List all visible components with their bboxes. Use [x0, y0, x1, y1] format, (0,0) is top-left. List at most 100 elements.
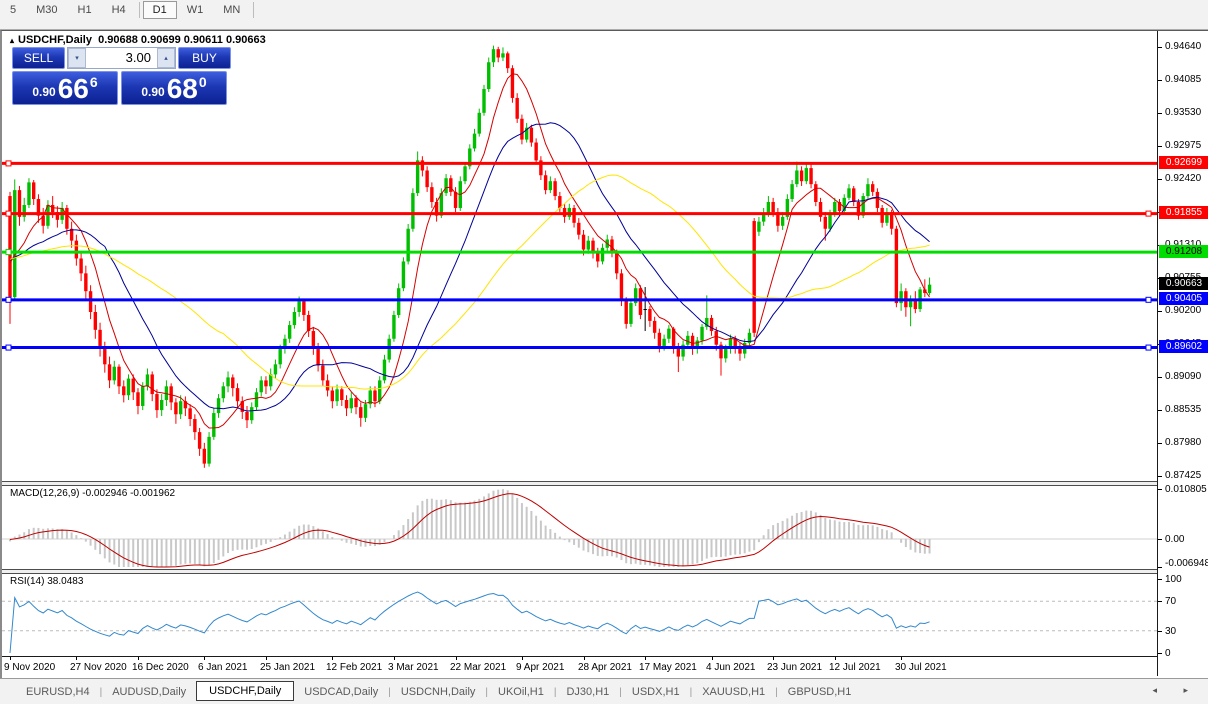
macd-histogram — [9, 489, 931, 567]
buy-price-prefix: 0.90 — [141, 85, 165, 99]
timeframe-tab-h4[interactable]: H4 — [111, 4, 126, 16]
price-axis-tick — [1158, 80, 1162, 81]
timeframe-tab-m30[interactable]: M30 — [36, 4, 58, 16]
timeframe-tab-w1[interactable]: W1 — [186, 4, 204, 16]
price-axis-label: 0.87980 — [1165, 437, 1202, 448]
tab-separator: | — [485, 686, 489, 698]
time-axis-label: 23 Jun 2021 — [767, 662, 823, 673]
symbol-tab-usdcnh[interactable]: USDCNH,Daily — [400, 686, 476, 698]
moving-average-8 — [9, 73, 930, 429]
macd-label: MACD(12,26,9) -0.002946 -0.001962 — [10, 488, 176, 499]
symbol-tab-dj30[interactable]: DJ30,H1 — [566, 686, 610, 698]
time-axis-tick — [584, 657, 585, 660]
buy-price-sup: 0 — [198, 74, 207, 90]
time-axis-label: 6 Jan 2021 — [198, 662, 248, 673]
line-price-badge: 0.91208 — [1159, 245, 1208, 258]
symbol-tab-usdx[interactable]: USDX,H1 — [631, 686, 680, 698]
price-axis-label: 0.90200 — [1165, 305, 1202, 316]
support-resistance-lines[interactable] — [2, 160, 1157, 351]
time-axis-label: 9 Nov 2020 — [4, 662, 56, 673]
line-price-badge: 0.89602 — [1159, 340, 1208, 353]
time-axis-label: 3 Mar 2021 — [388, 662, 439, 673]
buy-price-display[interactable]: 0.90 68 0 — [121, 71, 227, 105]
timeframe-toolbar: 5 M30 H1 H4 D1 W1 MN — [0, 0, 1208, 30]
sell-price-sup: 6 — [89, 74, 98, 90]
volume-increase-button[interactable]: ▴ — [156, 48, 175, 68]
macd-axis-label: 0.00 — [1165, 534, 1185, 545]
rsi-axis-label: 70 — [1165, 596, 1177, 607]
time-axis-tick — [645, 657, 646, 660]
rsi-axis-tick — [1158, 579, 1162, 580]
rsi-axis-tick — [1158, 601, 1162, 602]
price-axis-label: 0.94085 — [1165, 74, 1202, 85]
rsi-indicator-pane[interactable] — [2, 572, 1157, 656]
price-axis-tick — [1158, 410, 1162, 411]
sell-price-display[interactable]: 0.90 66 6 — [12, 71, 118, 105]
time-axis-tick — [773, 657, 774, 660]
time-axis-label: 4 Jun 2021 — [706, 662, 756, 673]
price-axis-tick — [1158, 113, 1162, 114]
rsi-axis-label: 0 — [1165, 648, 1171, 659]
tab-separator: | — [775, 686, 778, 698]
macd-axis-label: 0.010805 — [1165, 484, 1207, 495]
chart-ohlc-values: 0.90688 0.90699 0.90611 0.90663 — [98, 34, 266, 46]
time-axis-label: 9 Apr 2021 — [516, 662, 565, 673]
time-axis-tick — [76, 657, 77, 660]
macd-axis-tick — [1158, 567, 1162, 568]
symbol-tab-xauusd[interactable]: XAUUSD,H1 — [702, 686, 766, 698]
time-axis-tick — [204, 657, 205, 660]
sell-price-big: 66 — [57, 73, 89, 104]
price-axis-tick — [1158, 146, 1162, 147]
price-axis-label: 0.94640 — [1165, 41, 1202, 52]
line-price-badge: 0.91855 — [1159, 206, 1208, 219]
time-axis-label: 27 Nov 2020 — [70, 662, 127, 673]
time-axis-tick — [266, 657, 267, 660]
macd-signal-line — [9, 493, 930, 568]
collapse-quote-panel-icon[interactable]: ▴ — [10, 36, 15, 45]
price-axis-tick — [1158, 311, 1162, 312]
tab-separator: | — [99, 686, 103, 698]
symbol-tab-audusd[interactable]: AUDUSD,Daily — [112, 686, 187, 698]
symbol-tab-gbpusd[interactable]: GBPUSD,H1 — [787, 686, 852, 698]
macd-indicator-pane[interactable] — [2, 484, 1157, 569]
moving-average-45 — [9, 174, 930, 390]
toolbar-separator — [253, 2, 255, 18]
symbol-tab-ukoil[interactable]: UKOil,H1 — [498, 686, 544, 698]
timeframe-tab-5[interactable]: 5 — [10, 4, 17, 16]
price-axis-label: 0.92420 — [1165, 173, 1202, 184]
time-axis-label: 30 Jul 2021 — [895, 662, 947, 673]
symbol-tab-usdchf[interactable]: USDCHF,Daily — [196, 681, 295, 701]
timeframe-tab-d1[interactable]: D1 — [142, 1, 177, 19]
symbol-tab-usdcad[interactable]: USDCAD,Daily — [304, 686, 379, 698]
pane-splitter-rsi[interactable] — [2, 569, 1157, 574]
buy-button[interactable]: BUY — [177, 47, 232, 69]
tab-separator: | — [388, 686, 391, 698]
tab-scroll-arrows[interactable]: ◂ ▸ — [1152, 685, 1200, 695]
time-axis-tick — [522, 657, 523, 660]
symbol-tab-eurusd[interactable]: EURUSD,H4 — [26, 686, 90, 698]
volume-decrease-button[interactable]: ▾ — [68, 48, 87, 68]
pane-splitter-macd[interactable] — [2, 481, 1157, 486]
price-axis[interactable]: 0.94640 0.94085 0.93530 0.92975 0.92420 0.918… — [1157, 31, 1208, 676]
price-axis-label: 0.88535 — [1165, 404, 1202, 415]
chart-tab-bar: EURUSD,H4 | AUDUSD,Daily USDCHF,Daily USDCAD… — [0, 678, 1208, 704]
sell-button[interactable]: SELL — [12, 47, 66, 69]
moving-average-20 — [9, 122, 930, 412]
rsi-axis-label: 30 — [1165, 626, 1177, 637]
main-price-chart[interactable] — [2, 32, 1157, 481]
volume-input[interactable]: 3.00 — [125, 50, 151, 65]
macd-axis-tick — [1158, 539, 1162, 540]
time-axis-label: 12 Jul 2021 — [829, 662, 881, 673]
tab-separator: | — [619, 686, 622, 698]
chart-window: ▴ USDCHF,Daily 0.90688 0.90699 0.90611 0.… — [0, 30, 1208, 679]
rsi-axis-tick — [1158, 653, 1162, 654]
tab-separator: | — [553, 686, 557, 698]
timeframe-tab-mn[interactable]: MN — [223, 4, 241, 16]
time-axis-label: 12 Feb 2021 — [326, 662, 383, 673]
timeframe-tab-h1[interactable]: H1 — [77, 4, 92, 16]
chart-title: ▴ USDCHF,Daily 0.90688 0.90699 0.90611 0.… — [10, 34, 266, 46]
time-axis[interactable]: 9 Nov 2020 27 Nov 2020 16 Dec 2020 6 Jan 20… — [2, 656, 1157, 677]
price-axis-tick — [1158, 377, 1162, 378]
current-price-badge: 0.90663 — [1159, 277, 1208, 290]
time-axis-tick — [901, 657, 902, 660]
